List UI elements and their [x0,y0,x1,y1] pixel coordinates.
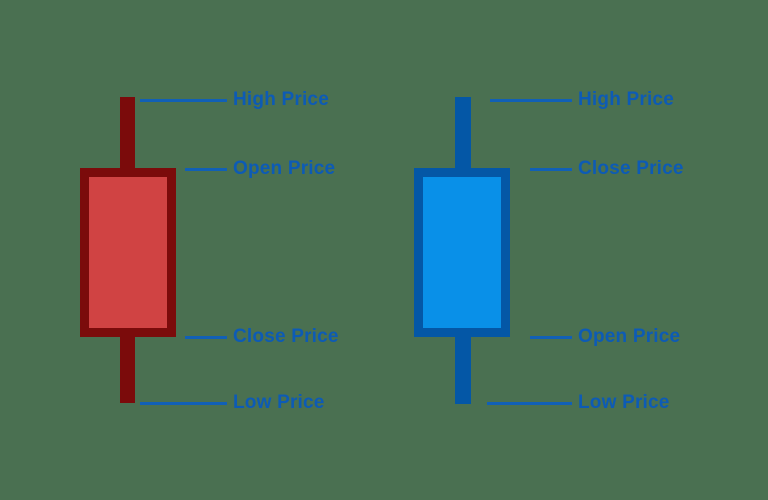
connector-line [530,335,572,339]
bullish-low-price-annotation: Low Price [487,393,670,413]
price-label: High Price [578,89,674,110]
price-label: High Price [233,89,329,110]
connector-line [140,401,227,405]
bullish-close-price-annotation: Close Price [530,159,684,179]
connector-line [185,335,227,339]
connector-line [487,401,572,405]
bullish-open-price-annotation: Open Price [530,327,680,347]
bearish-close-price-annotation: Close Price [185,327,339,347]
price-label: Low Price [578,392,670,413]
bullish-high-price-annotation: High Price [490,90,674,110]
bearish-low-price-annotation: Low Price [140,393,325,413]
bearish-open-price-annotation: Open Price [185,159,335,179]
price-label: Open Price [233,158,336,179]
price-label: Open Price [578,326,681,347]
price-label: Low Price [233,392,325,413]
bullish-candle-body [414,168,510,337]
bearish-candle-body [80,168,176,337]
connector-line [185,167,227,171]
price-label: Close Price [233,326,339,347]
connector-line [140,98,227,102]
bearish-high-price-annotation: High Price [140,90,329,110]
price-label: Close Price [578,158,684,179]
connector-line [490,98,572,102]
connector-line [530,167,572,171]
